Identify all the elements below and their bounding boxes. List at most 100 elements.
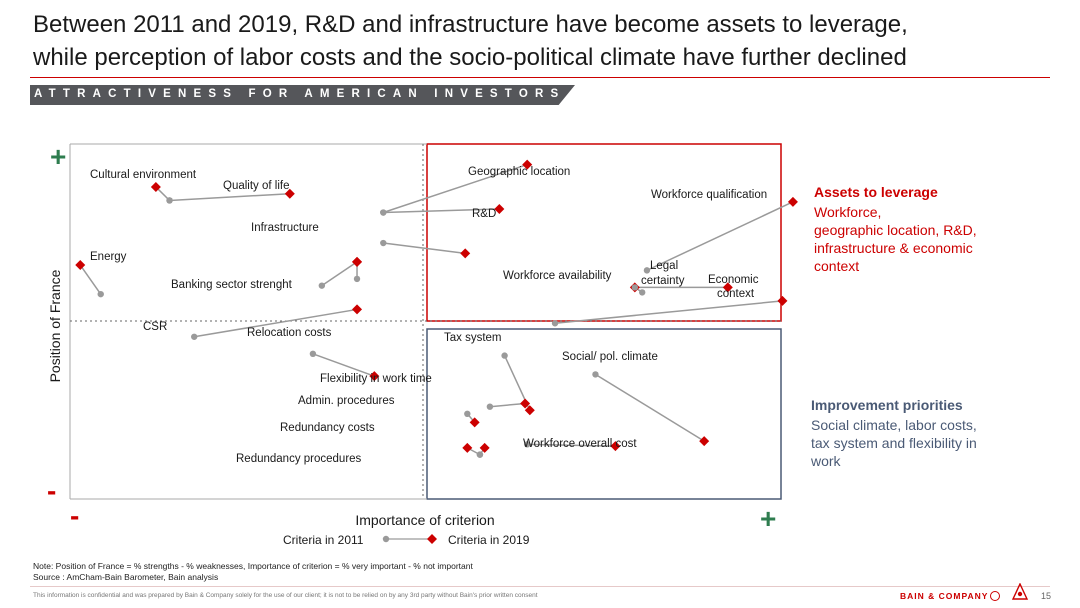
point-label-admin-procedures: Admin. procedures — [298, 395, 395, 407]
chart-legend: Criteria in 2011 Criteria in 2019 — [283, 533, 530, 547]
banking-sector-strenght-connector — [321, 261, 358, 287]
workforce-qualification-2011-point — [643, 267, 651, 274]
plot-points — [75, 159, 798, 458]
legal-certainty-2019-point — [722, 282, 733, 293]
section-banner-label: ATTRACTIVENESS FOR AMERICAN INVESTORS — [34, 88, 566, 100]
footnote: Note: Position of France = % strengths -… — [33, 561, 473, 583]
plot-connectors — [79, 163, 794, 456]
x-axis-low-label: - — [70, 500, 79, 531]
point-label-social-pol-climate: Social/ pol. climate — [562, 351, 658, 363]
point-label-workforce-availability: Workforce availability — [503, 270, 612, 282]
page-title: Between 2011 and 2019, R&D and infrastru… — [33, 11, 908, 71]
flexibility-in-work-time-2019-point — [520, 398, 531, 409]
quality-of-life-connector — [169, 192, 290, 202]
y-axis-title: Position of France — [47, 269, 63, 382]
workforce-qualification-connector — [646, 201, 794, 272]
assets-description: Workforce, geographic location, R&D, inf… — [814, 204, 977, 274]
note-line: Note: Position of France = % strengths -… — [33, 561, 473, 571]
relocation-cost-change-2011-point — [353, 275, 361, 283]
quality-of-life-2011-point — [166, 197, 173, 204]
social-pol-climate-2011-point — [592, 371, 599, 378]
economic-context-2019-point — [777, 295, 788, 306]
cultural-environment-2019-point — [150, 181, 161, 192]
infrastructure-2011-point — [380, 239, 387, 247]
relocation-costs-connector — [312, 353, 375, 377]
energy-2011-point — [97, 290, 104, 298]
economic-context-connector — [554, 300, 783, 325]
economic-context-2011-point — [551, 320, 559, 327]
plot-labels: Cultural environment Quality of life Infra… — [90, 166, 767, 465]
scatter-chart: + - - + Position of France Importance of… — [47, 141, 798, 547]
admin-procedures-2019-point — [469, 417, 480, 428]
infrastructure-2019-point — [460, 248, 471, 259]
point-label-redundancy-costs: Redundancy costs — [280, 422, 375, 434]
flexibility-in-work-time-2011-point — [486, 403, 494, 410]
x-axis-title: Importance of criterion — [355, 512, 494, 528]
redundancy-procedures-2019-point — [479, 442, 490, 453]
priorities-quadrant-box — [426, 328, 782, 500]
banking-sector-strenght-2011-point — [318, 282, 326, 289]
relocation-costs-2019-point — [369, 371, 380, 382]
geographic-location-connector — [383, 163, 528, 214]
footer-rule — [30, 586, 1050, 587]
energy-2019-point — [75, 260, 86, 271]
relocation-costs-2011-point — [309, 350, 317, 358]
point-label-banking-sector-strenght: Banking sector strenght — [171, 279, 293, 291]
workforce-qualification-2019-point — [787, 196, 798, 207]
infrastructure-connector — [383, 242, 466, 255]
x-axis-high-label: + — [760, 503, 776, 534]
page-number: 15 — [1041, 591, 1052, 601]
y-axis-low-label: - — [47, 475, 56, 506]
social-pol-climate-connector — [595, 373, 705, 442]
point-label-redundancy-procedures: Redundancy procedures — [236, 453, 362, 465]
workforce-overall-cost-2019-point — [610, 441, 621, 452]
r-d-2011-point — [380, 209, 387, 216]
point-label-certainty: certainty — [641, 275, 685, 287]
legal-certainty-2011-point — [631, 284, 639, 291]
r-d-connector — [383, 208, 500, 214]
point-label-quality-of-life: Quality of life — [223, 180, 289, 192]
geographic-location-2019-point — [522, 159, 533, 170]
brand-logo: BAIN & COMPANY — [900, 591, 989, 601]
admin-procedures-2011-point — [464, 410, 471, 417]
point-label-workforce-overall-cost: Workforce overall cost — [523, 438, 637, 450]
priorities-description: Social climate, labor costs, tax system … — [811, 417, 977, 469]
point-label-economic: Economic — [708, 274, 759, 286]
r-d-2019-point — [494, 203, 505, 214]
flexibility-in-work-time-connector — [489, 402, 526, 408]
legend-label-2011: Criteria in 2011 — [283, 533, 364, 547]
csr-2019-point — [352, 304, 363, 315]
clock-icon — [990, 591, 1000, 601]
social-pol-climate-2019-point — [699, 436, 710, 447]
point-label-tax-system: Tax system — [444, 332, 502, 344]
seal-icon — [1011, 583, 1029, 600]
relocation-cost-change-2019-point — [352, 256, 363, 267]
legend-marker-2011 — [382, 535, 390, 543]
workforce-overall-cost-2011-point — [523, 441, 531, 448]
confidentiality-footer: This information is confidential and was… — [33, 592, 538, 599]
point-label-geographic-location: Geographic location — [468, 166, 570, 178]
point-label-flexibility-in-work-time: Flexibility in work time — [320, 373, 432, 385]
legend-label-2019: Criteria in 2019 — [448, 533, 530, 547]
redundancy-procedures-2011-point — [476, 451, 484, 458]
point-label-infrastructure: Infrastructure — [251, 222, 319, 234]
csr-connector — [194, 308, 358, 338]
y-axis-high-label: + — [50, 141, 66, 172]
csr-2011-point — [191, 333, 198, 340]
point-label-r-d: R&D — [472, 208, 496, 220]
point-label-relocation-costs: Relocation costs — [247, 327, 332, 339]
redundancy-costs-2019-point — [462, 442, 473, 453]
energy-connector — [79, 264, 102, 295]
tax-system-2011-point — [501, 352, 508, 359]
point-label-energy: Energy — [90, 251, 127, 263]
workforce-overall-cost-connector — [527, 443, 616, 447]
quality-of-life-2019-point — [284, 188, 295, 199]
point-label-workforce-qualification: Workforce qualification — [651, 189, 767, 201]
point-label-legal: Legal — [650, 260, 678, 272]
point-label-csr: CSR — [143, 321, 167, 333]
source-line: Source : AmCham-Bain Barometer, Bain ana… — [33, 572, 219, 582]
title-underline — [30, 77, 1050, 78]
priorities-title: Improvement priorities — [811, 397, 963, 413]
point-label-cultural-environment: Cultural environment — [90, 169, 197, 181]
workforce-availability-2011-point — [639, 289, 646, 296]
